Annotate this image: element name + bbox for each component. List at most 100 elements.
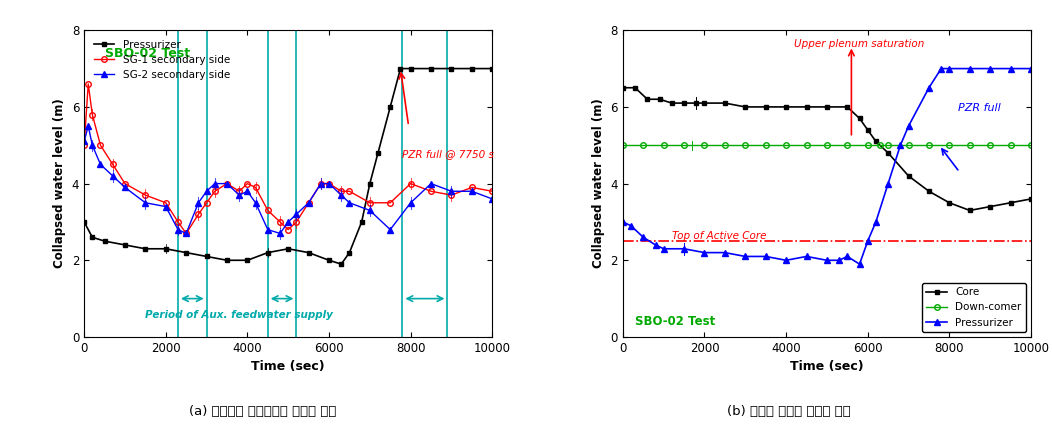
SG-2 secondary side [343, 200, 356, 205]
Pressurizer [394, 66, 407, 71]
SG-1 secondary side [221, 181, 234, 186]
Down-comer [801, 143, 813, 148]
Text: (a) 가압기와 증기발생기 수위의 변화: (a) 가압기와 증기발생기 수위의 변화 [189, 405, 337, 418]
SG-1 secondary side [180, 231, 193, 236]
Line: Pressurizer: Pressurizer [82, 66, 494, 267]
SG-1 secondary side [171, 219, 184, 225]
Core [699, 101, 711, 106]
Core [1025, 196, 1037, 201]
Down-comer [923, 143, 935, 148]
Y-axis label: Collapsed water level (m): Collapsed water level (m) [592, 99, 605, 268]
Core [666, 101, 679, 106]
SG-2 secondary side [232, 193, 245, 198]
SG-2 secondary side [82, 124, 95, 129]
Core [923, 189, 935, 194]
Pressurizer [984, 66, 996, 71]
SG-2 secondary side [302, 200, 315, 205]
Down-comer [760, 143, 772, 148]
Pressurizer [1025, 66, 1037, 71]
Text: Period of Aux. feedwater supply: Period of Aux. feedwater supply [145, 310, 333, 320]
Core [870, 139, 883, 144]
SG-2 secondary side [282, 219, 295, 225]
SG-2 secondary side [241, 189, 254, 194]
Core [1005, 200, 1017, 205]
SG-1 secondary side [282, 227, 295, 232]
Down-comer [862, 143, 874, 148]
SG-2 secondary side [486, 196, 499, 201]
Pressurizer [335, 261, 347, 267]
SG-1 secondary side [193, 212, 205, 217]
SG-1 secondary side [241, 181, 254, 186]
SG-1 secondary side [95, 143, 107, 148]
Legend: Core, Down-comer, Pressurizer: Core, Down-comer, Pressurizer [922, 283, 1026, 332]
Down-comer [903, 143, 915, 148]
Core [943, 200, 955, 205]
Pressurizer [356, 219, 368, 225]
Pressurizer [964, 66, 976, 71]
Pressurizer [923, 85, 935, 90]
X-axis label: Time (sec): Time (sec) [251, 360, 325, 373]
Pressurizer [98, 238, 110, 244]
Pressurizer [200, 254, 213, 259]
SG-2 secondary side [86, 143, 99, 148]
Pressurizer [364, 181, 377, 186]
Core [821, 104, 833, 109]
Pressurizer [343, 250, 356, 255]
SG-2 secondary side [315, 181, 327, 186]
Down-comer [821, 143, 833, 148]
Pressurizer [903, 124, 915, 129]
Line: Down-comer: Down-comer [620, 143, 1034, 148]
Pressurizer [636, 235, 649, 240]
Core [780, 104, 792, 109]
Pressurizer [445, 66, 458, 71]
Line: SG-1 secondary side: SG-1 secondary side [81, 81, 495, 236]
SG-1 secondary side [249, 185, 262, 190]
SG-1 secondary side [119, 181, 132, 186]
Pressurizer [221, 257, 234, 263]
Down-comer [1005, 143, 1017, 148]
Core [964, 208, 976, 213]
SG-1 secondary side [425, 189, 438, 194]
Pressurizer [719, 250, 731, 255]
SG-1 secondary side [139, 193, 151, 198]
Pressurizer [180, 250, 193, 255]
SG-1 secondary side [78, 143, 90, 148]
Down-comer [636, 143, 649, 148]
Pressurizer [486, 66, 499, 71]
SG-1 secondary side [106, 162, 119, 167]
Line: Core: Core [621, 85, 1033, 213]
Core [862, 127, 874, 133]
Pressurizer [677, 246, 690, 251]
SG-1 secondary side [384, 200, 397, 205]
Pressurizer [739, 254, 751, 259]
Y-axis label: Collapsed water level (m): Collapsed water level (m) [54, 99, 66, 268]
Pressurizer [649, 242, 662, 248]
Pressurizer [833, 257, 846, 263]
Pressurizer [262, 250, 275, 255]
SG-1 secondary side [290, 219, 303, 225]
Pressurizer [241, 257, 254, 263]
SG-1 secondary side [315, 181, 327, 186]
Pressurizer [760, 254, 772, 259]
Text: SBO-02 Test: SBO-02 Test [104, 47, 189, 60]
Pressurizer [882, 181, 894, 186]
SG-1 secondary side [262, 208, 275, 213]
SG-2 secondary side [208, 181, 221, 186]
Down-comer [699, 143, 711, 148]
Pressurizer [404, 66, 417, 71]
SG-1 secondary side [335, 189, 347, 194]
SG-1 secondary side [274, 219, 286, 225]
SG-2 secondary side [290, 212, 303, 217]
Pressurizer [371, 150, 384, 156]
SG-2 secondary side [171, 227, 184, 232]
SG-1 secondary side [486, 189, 499, 194]
SG-2 secondary side [262, 227, 275, 232]
Text: (b) 노심과 강수부 수위의 변화: (b) 노심과 강수부 수위의 변화 [727, 405, 851, 418]
Down-comer [658, 143, 670, 148]
Line: Pressurizer: Pressurizer [620, 66, 1034, 267]
SG-2 secondary side [106, 173, 119, 178]
SG-1 secondary side [160, 200, 173, 205]
Pressurizer [160, 246, 173, 251]
Legend: Pressurizer, SG-1 secondary side, SG-2 secondary side: Pressurizer, SG-1 secondary side, SG-2 s… [89, 35, 235, 84]
Down-comer [677, 143, 690, 148]
